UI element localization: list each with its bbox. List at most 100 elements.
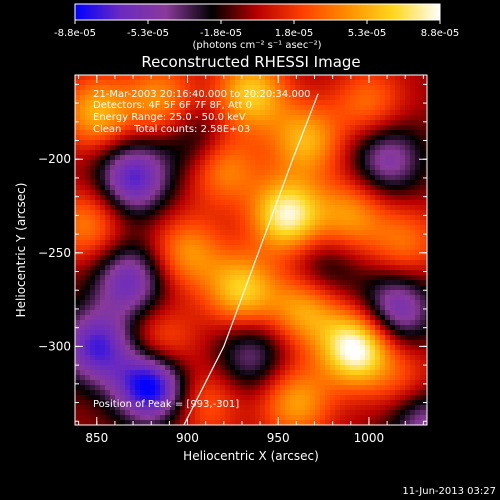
heatmap-cell (345, 200, 351, 206)
heatmap-cell (230, 420, 236, 425)
heatmap-cell (275, 190, 281, 196)
heatmap-cell (215, 255, 221, 261)
heatmap-cell (195, 225, 201, 231)
heatmap-cell (155, 135, 161, 141)
heatmap-cell (220, 280, 226, 286)
heatmap-cell (100, 205, 106, 211)
heatmap-cell (145, 260, 151, 266)
heatmap-cell (130, 165, 136, 171)
heatmap-cell (135, 420, 141, 425)
heatmap-cell (190, 300, 196, 306)
heatmap-cell (190, 275, 196, 281)
heatmap-cell (240, 400, 246, 406)
heatmap-cell (260, 140, 266, 146)
heatmap-cell (350, 145, 356, 151)
heatmap-cell (210, 285, 216, 291)
heatmap-cell (205, 325, 211, 331)
heatmap-cell (395, 275, 401, 281)
heatmap-cell (235, 400, 241, 406)
heatmap-cell (280, 165, 286, 171)
heatmap-cell (360, 80, 366, 86)
heatmap-cell (220, 130, 226, 136)
heatmap-cell (170, 75, 176, 81)
heatmap-cell (350, 130, 356, 136)
heatmap-cell (270, 280, 276, 286)
heatmap-cell (405, 410, 411, 416)
heatmap-cell (110, 105, 116, 111)
heatmap-cell (215, 275, 221, 281)
heatmap-cell (80, 140, 86, 146)
heatmap-cell (260, 270, 266, 276)
heatmap-cell (160, 345, 166, 351)
heatmap-cell (335, 100, 341, 106)
heatmap-cell (415, 260, 421, 266)
heatmap-cell (175, 415, 181, 421)
heatmap-cell (115, 275, 121, 281)
heatmap-cell (370, 255, 376, 261)
heatmap-cell (400, 385, 406, 391)
heatmap-cell (125, 170, 131, 176)
heatmap-cell (130, 395, 136, 401)
heatmap-cell (120, 80, 126, 86)
heatmap-cell (270, 230, 276, 236)
heatmap-cell (290, 370, 296, 376)
heatmap-cell (225, 195, 231, 201)
heatmap-cell (170, 405, 176, 411)
heatmap-cell (255, 150, 261, 156)
heatmap-cell (200, 250, 206, 256)
heatmap-cell (190, 390, 196, 396)
heatmap-cell (405, 335, 411, 341)
heatmap-cell (315, 120, 321, 126)
heatmap-cell (150, 145, 156, 151)
heatmap-cell (345, 320, 351, 326)
heatmap-cell (400, 120, 406, 126)
heatmap-cell (105, 370, 111, 376)
heatmap-cell (345, 210, 351, 216)
heatmap-cell (295, 375, 301, 381)
heatmap-cell (270, 185, 276, 191)
heatmap-cell (135, 280, 141, 286)
heatmap-cell (130, 205, 136, 211)
heatmap-cell (370, 140, 376, 146)
heatmap-cell (230, 295, 236, 301)
heatmap-cell (210, 120, 216, 126)
heatmap-cell (425, 365, 427, 371)
heatmap-cell (260, 110, 266, 116)
heatmap-cell (245, 290, 251, 296)
heatmap-cell (285, 405, 291, 411)
heatmap-cell (175, 140, 181, 146)
heatmap-cell (285, 390, 291, 396)
heatmap-cell (410, 365, 416, 371)
heatmap-cell (320, 340, 326, 346)
heatmap-cell (170, 195, 176, 201)
heatmap-cell (275, 95, 281, 101)
heatmap-cell (200, 270, 206, 276)
heatmap-cell (185, 375, 191, 381)
heatmap-cell (385, 415, 391, 421)
heatmap-cell (380, 135, 386, 141)
heatmap-cell (200, 145, 206, 151)
heatmap-cell (190, 105, 196, 111)
heatmap-cell (355, 220, 361, 226)
heatmap-cell (375, 110, 381, 116)
heatmap-cell (415, 235, 421, 241)
heatmap-cell (185, 255, 191, 261)
heatmap-cell (100, 340, 106, 346)
heatmap-cell (290, 105, 296, 111)
heatmap-cell (425, 215, 427, 221)
heatmap-cell (275, 335, 281, 341)
heatmap-cell (160, 255, 166, 261)
heatmap-cell (115, 185, 121, 191)
heatmap-cell (155, 420, 161, 425)
heatmap-cell (310, 335, 316, 341)
heatmap-cell (290, 300, 296, 306)
heatmap-cell (365, 385, 371, 391)
heatmap-cell (350, 175, 356, 181)
heatmap-cell (210, 95, 216, 101)
heatmap-cell (360, 235, 366, 241)
heatmap-cell (325, 355, 331, 361)
heatmap-cell (380, 200, 386, 206)
heatmap-cell (210, 200, 216, 206)
heatmap-cell (340, 105, 346, 111)
heatmap-cell (165, 415, 171, 421)
